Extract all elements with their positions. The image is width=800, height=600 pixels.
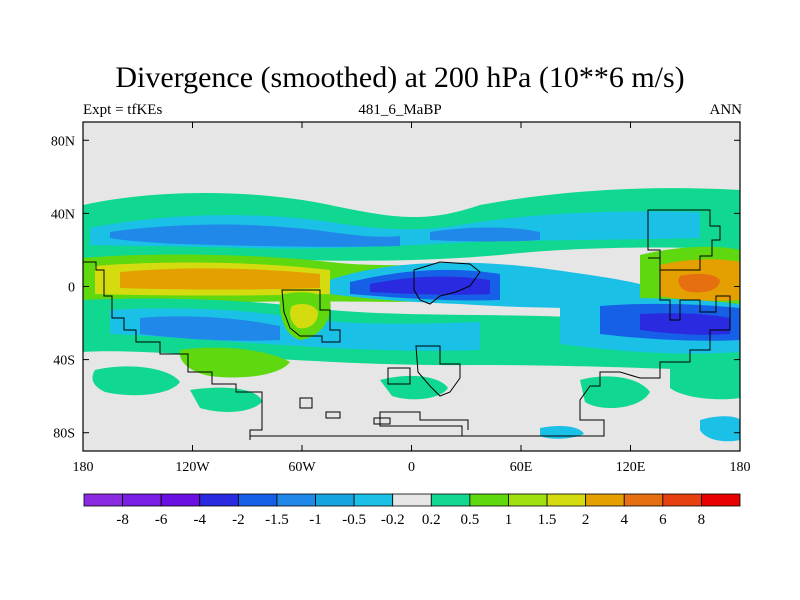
coast-antarctica <box>250 411 469 437</box>
colorbar-swatch <box>662 493 702 507</box>
colorbar-label: 0.2 <box>422 512 441 528</box>
colorbar-swatch <box>315 493 355 507</box>
lon-tick-label: 120E <box>616 460 646 475</box>
colorbar-swatch <box>623 493 664 507</box>
colorbar-label: -0.2 <box>381 512 405 528</box>
colorbar-swatch <box>508 493 548 507</box>
coast-asia <box>647 209 721 271</box>
run-label: 481_6_MaBP <box>358 102 442 118</box>
contour-sh-blob8 <box>380 375 448 400</box>
colorbar-label: 1 <box>505 512 513 528</box>
longitude-axis: 180 120W 60W 0 60E 120E 180 <box>73 122 751 475</box>
contour-sh-blob4 <box>580 376 650 408</box>
colorbar-label: -1.5 <box>265 512 289 528</box>
coast-islands3 <box>373 417 391 425</box>
lat-tick-label: 40S <box>53 354 75 369</box>
colorbar-swatch <box>122 493 162 507</box>
contour-sh-blob6 <box>700 416 740 442</box>
lon-tick-label: 180 <box>730 460 751 475</box>
colorbar-label: -6 <box>155 512 168 528</box>
contour-sh-blob2 <box>92 366 180 396</box>
colorbar-swatch <box>392 493 432 507</box>
contour-north-blue2 <box>430 227 540 242</box>
latitude-axis: 80N 40N 0 40S 80S <box>51 134 740 442</box>
colorbar: -8 -6 -4 -2 -1.5 -1 -0.5 -0.2 0.2 0.5 1 1.5 2 4 6 8 <box>83 493 741 528</box>
colorbar-swatch <box>701 493 741 507</box>
divergence-field <box>83 122 740 451</box>
contour-sh-blob5 <box>670 363 740 400</box>
coast-africa <box>413 261 481 305</box>
colorbar-label: -8 <box>116 512 129 528</box>
colorbar-swatch <box>469 493 509 507</box>
lat-tick-label: 80S <box>53 427 75 442</box>
lon-tick-label: 60E <box>510 460 533 475</box>
contour-south-blue <box>140 316 280 341</box>
colorbar-swatch <box>546 493 587 507</box>
contour-north-blue <box>110 224 400 247</box>
colorbar-label: 6 <box>659 512 667 528</box>
coast-islands2 <box>325 411 341 419</box>
contour-equator-orange <box>120 268 320 290</box>
lat-tick-label: 40N <box>51 207 75 222</box>
coast-south-america <box>281 289 341 343</box>
colorbar-label: -1 <box>309 512 322 528</box>
colorbar-label: 1.5 <box>538 512 557 528</box>
colorbar-label: 8 <box>698 512 706 528</box>
contour-sh-blob3 <box>190 387 262 412</box>
colorbar-swatch <box>276 493 316 507</box>
coast-islands1 <box>299 397 313 409</box>
continent-outlines <box>83 209 731 440</box>
colorbar-swatch <box>237 493 278 507</box>
colorbar-swatch <box>160 493 201 507</box>
lon-tick-label: 120W <box>175 460 210 475</box>
lon-tick-label: 0 <box>408 460 415 475</box>
lat-tick-label: 0 <box>68 281 75 296</box>
lat-tick-label: 80N <box>51 134 75 149</box>
colorbar-label: -0.5 <box>342 512 366 528</box>
colorbar-label: -2 <box>232 512 245 528</box>
colorbar-swatch <box>585 493 625 507</box>
colorbar-label: 0.5 <box>461 512 480 528</box>
colorbar-swatch <box>83 493 123 507</box>
map-title: Divergence (smoothed) at 200 hPa (10**6 … <box>115 61 685 94</box>
colorbar-swatch <box>353 493 394 507</box>
lon-tick-label: 60W <box>288 460 316 475</box>
colorbar-label: 4 <box>620 512 628 528</box>
colorbar-label: 2 <box>582 512 590 528</box>
contour-sh-blob1 <box>179 347 290 378</box>
lon-tick-label: 180 <box>73 460 94 475</box>
colorbar-label: -4 <box>194 512 207 528</box>
coast-maritime <box>462 257 731 437</box>
colorbar-swatch <box>430 493 471 507</box>
season-label: ANN <box>709 102 743 118</box>
coast-madagascar <box>387 367 411 385</box>
contour-sio-darkblue <box>640 313 730 335</box>
coast-africa-south <box>415 345 461 397</box>
contour-wpac-red <box>678 273 720 293</box>
contour-south-yellow <box>290 304 318 329</box>
colorbar-swatch <box>199 493 239 507</box>
coast-americas <box>83 261 263 440</box>
experiment-label: Expt = tfKEs <box>83 102 163 118</box>
